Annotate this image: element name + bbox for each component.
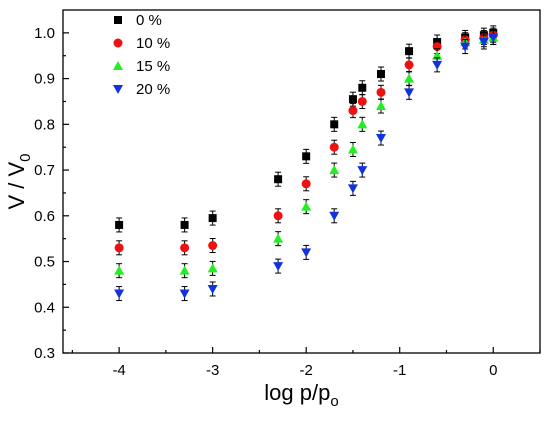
data-point	[329, 211, 340, 221]
data-point	[114, 265, 125, 275]
data-point	[347, 144, 358, 154]
plot-frame	[62, 9, 541, 354]
x-axis-title-sub: o	[330, 393, 338, 410]
data-point	[357, 166, 368, 176]
x-tick-label: -2	[300, 362, 313, 379]
data-point	[301, 248, 312, 258]
data-point	[115, 220, 124, 229]
y-tick-label: 0.4	[34, 299, 55, 316]
data-point	[357, 96, 367, 106]
data-point	[347, 184, 358, 194]
data-point	[358, 83, 367, 92]
data-point	[207, 263, 218, 273]
y-tick-label: 0.5	[34, 254, 55, 271]
data-point	[432, 60, 443, 70]
x-axis-title: log p/po	[264, 380, 338, 410]
data-point	[180, 220, 189, 229]
data-point	[377, 70, 385, 79]
legend-label: 15 %	[136, 58, 170, 75]
y-tick-label: 0.3	[34, 345, 55, 362]
data-point	[179, 265, 190, 275]
legend-marker	[114, 16, 122, 24]
data-point	[273, 262, 284, 272]
y-tick-label: 0.7	[34, 162, 55, 179]
data-point	[376, 134, 386, 144]
legend-label: 20 %	[136, 81, 170, 98]
data-point	[208, 241, 218, 251]
x-axis-title-main: log p/p	[264, 380, 330, 405]
x-tick-label: -1	[393, 362, 406, 379]
legend-label: 0 %	[136, 12, 162, 29]
y-axis-title: V / V0	[4, 153, 34, 209]
data-point	[348, 95, 357, 104]
data-point	[348, 106, 358, 116]
y-axis-title-main: V / V	[4, 162, 29, 210]
legend: 0 % 10 % 15 % 20 %	[113, 12, 170, 98]
legend-marker	[113, 38, 123, 48]
x-tick-label: -4	[112, 362, 125, 379]
x-tick-label: 0	[489, 362, 497, 379]
x-tick-label: -3	[206, 362, 219, 379]
legend-marker	[113, 61, 123, 70]
data-point	[357, 119, 368, 129]
data-point	[301, 201, 312, 211]
y-tick-label: 0.9	[34, 71, 55, 88]
data-point	[274, 175, 283, 184]
legend-label: 10 %	[136, 35, 170, 52]
y-axis-title-sub: 0	[17, 153, 34, 161]
data-point	[404, 60, 414, 70]
data-point	[488, 33, 499, 43]
data-point	[208, 214, 217, 223]
y-tick-label: 0.6	[34, 208, 55, 225]
axis-ticks	[63, 32, 541, 354]
data-point	[329, 165, 340, 175]
data-point	[478, 38, 489, 48]
data-point	[405, 47, 414, 56]
data-point	[114, 289, 125, 299]
legend-marker	[113, 85, 123, 94]
data-point	[207, 284, 218, 294]
data-point	[330, 120, 339, 129]
data-point	[404, 73, 415, 83]
data-markers	[114, 25, 499, 302]
y-tick-label: 1.0	[34, 25, 55, 42]
data-point	[273, 233, 284, 243]
data-point	[376, 101, 386, 111]
data-point	[329, 142, 339, 152]
data-point	[376, 87, 386, 97]
y-tick-label: 0.8	[34, 116, 55, 133]
data-point	[179, 289, 190, 299]
data-point	[404, 88, 415, 98]
data-point	[180, 243, 190, 253]
data-point	[273, 211, 283, 221]
data-point	[301, 179, 311, 189]
data-point	[302, 152, 311, 161]
data-point	[114, 243, 124, 253]
data-point	[460, 42, 471, 52]
tick-labels: -4 -3 -2 -1 0 0.3 0.4 0.5 0.6 0.7 0.8 0.9 1.0	[34, 25, 497, 379]
